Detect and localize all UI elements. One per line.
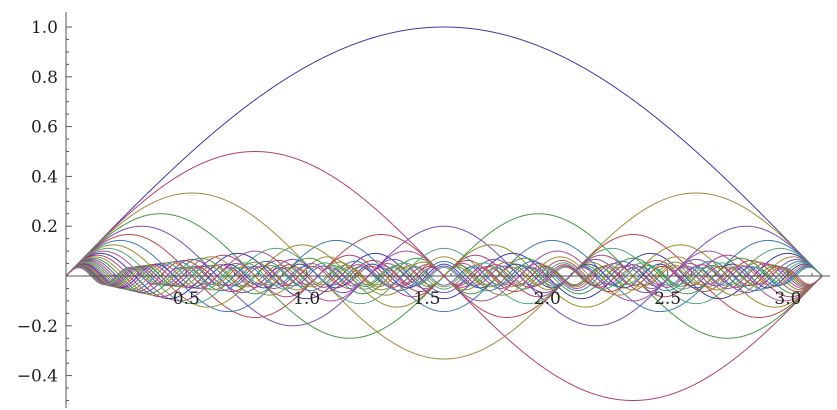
x-tick-label: 1.0	[293, 289, 320, 309]
series-line-n9	[65, 247, 823, 305]
x-tick-label: 2.5	[654, 289, 681, 309]
series-line-n25	[65, 265, 823, 287]
y-tick-label: 0.4	[31, 167, 58, 187]
series-layer	[65, 26, 823, 401]
series-line-n27	[65, 266, 823, 286]
y-tick-label: 0.6	[31, 118, 58, 138]
series-line-n3	[65, 192, 823, 360]
y-tick-label: 0.2	[31, 217, 58, 237]
series-line-n7	[65, 239, 823, 313]
y-tick-label: −0.4	[17, 367, 58, 387]
series-line-n29	[65, 266, 823, 286]
series-line-n5	[65, 225, 823, 327]
series-line-n15	[65, 258, 823, 294]
x-tick-label: 0.5	[173, 289, 200, 309]
y-tick-label: −0.2	[17, 317, 58, 337]
series-line-n23	[65, 264, 823, 288]
series-line-n1	[65, 26, 823, 277]
y-tick-label: 1.0	[31, 18, 58, 38]
axes: −0.4 −0.2 0.2 0.4 0.6 0.8 1.0 0.5 1.0 1.5 2.0 2.5 3.…	[17, 12, 830, 408]
x-tick-label: 2.0	[534, 289, 561, 309]
y-tick-label: 0.8	[31, 68, 58, 88]
series-line-n19	[65, 262, 823, 290]
x-tick-label: 3.0	[774, 289, 801, 309]
series-line-n21	[65, 263, 823, 289]
x-tick-label: 1.5	[413, 289, 440, 309]
